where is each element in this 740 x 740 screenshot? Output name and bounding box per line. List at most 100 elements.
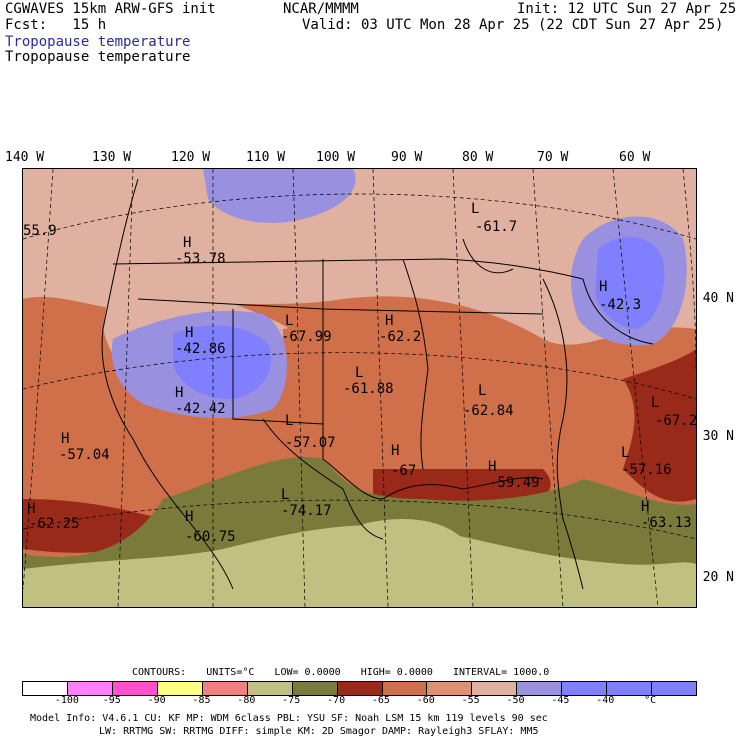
map-letter: H [183, 235, 191, 251]
color-scale-tick: -70 [327, 695, 346, 706]
map-value: -62.2 [379, 329, 421, 345]
map-value: 55.9 [23, 223, 57, 239]
color-scale-cell [23, 682, 68, 695]
graticule [23, 169, 696, 607]
color-scale-tick: -55 [461, 695, 480, 706]
lon-label: 130 W [92, 150, 132, 165]
field-region [595, 236, 665, 329]
map-value: -67.2 [655, 413, 696, 429]
map-value: -67.99 [281, 329, 332, 345]
color-scale-cell [292, 682, 338, 695]
lon-label: 100 W [316, 150, 356, 165]
lat-label: 20 N [702, 570, 734, 585]
color-scale-cell [157, 682, 203, 695]
pressure-labels: H -53.78 H -42.86 H -42.42 L -67.99 H -6… [23, 201, 696, 545]
color-scale-cell [472, 682, 518, 695]
map-letter: L [478, 383, 486, 399]
field-region [283, 325, 573, 469]
boundaries [101, 178, 654, 590]
map-value: -57.16 [621, 462, 672, 478]
color-scale-cell [427, 682, 473, 695]
color-scale-tick: -40 [596, 695, 615, 706]
color-scale-tick: -80 [237, 695, 256, 706]
color-scale-cell [247, 682, 293, 695]
map-value: -42.42 [175, 401, 226, 417]
lon-label: 90 W [391, 150, 423, 165]
units-label: UNITS=°C [206, 667, 255, 678]
model-info-line1: Model Info: V4.6.1 CU: KF MP: WDM 6class… [30, 713, 548, 724]
color-scale-cell [112, 682, 158, 695]
lon-label: 70 W [537, 150, 569, 165]
low-label: LOW= 0.0000 [274, 667, 341, 678]
lon-label: 80 W [462, 150, 494, 165]
map-letter: H [391, 443, 399, 459]
color-scale-cell [562, 682, 608, 695]
map-value: -62.25 [29, 516, 80, 532]
legend-header: CONTOURS: UNITS=°C LOW= 0.0000 HIGH= 0.0… [132, 667, 563, 678]
lat-label: 30 N [702, 429, 734, 444]
map-letter: L [285, 313, 293, 329]
field-region [23, 525, 696, 607]
map-letter: L [471, 201, 479, 217]
color-scale-tick: -65 [371, 695, 390, 706]
map-letter: H [185, 325, 193, 341]
init-time: Init: 12 UTC Sun 27 Apr 25 [517, 1, 737, 17]
interval-label: INTERVAL= 1000.0 [452, 667, 550, 678]
lon-label: 140 W [5, 150, 45, 165]
map-letter: H [641, 499, 649, 515]
field-region [173, 325, 272, 400]
color-scale-tick: -95 [102, 695, 121, 706]
color-scale-tick: -50 [506, 695, 525, 706]
map-value: -57.04 [59, 447, 110, 463]
color-scale-tick: -90 [147, 695, 166, 706]
high-label: HIGH= 0.0000 [360, 667, 433, 678]
model-title: CGWAVES 15km ARW-GFS init [5, 1, 216, 17]
map-value: -61.7 [475, 219, 517, 235]
color-scale-tick: -100 [54, 695, 79, 706]
map-letter: L [651, 395, 659, 411]
field-title: Tropopause temperature [5, 49, 191, 65]
field-region [363, 519, 463, 564]
map-value: -42.3 [599, 297, 641, 313]
color-scale-cell [607, 682, 653, 695]
color-scale-cell [67, 682, 113, 695]
valid-time: Valid: 03 UTC Mon 28 Apr 25 (22 CDT Sun … [302, 17, 724, 33]
map-value: -53.78 [175, 251, 226, 267]
field-title-blue: Tropopause temperature [5, 34, 191, 50]
map-letter: L [281, 487, 289, 503]
tropopause-map: H -53.78 H -42.86 H -42.42 L -67.99 H -6… [23, 169, 696, 607]
map-value: -62.84 [463, 403, 514, 419]
map-letter: H [385, 313, 393, 329]
lon-label: 60 W [619, 150, 651, 165]
color-scale-cell [337, 682, 383, 695]
map-panel: H -53.78 H -42.86 H -42.42 L -67.99 H -6… [22, 168, 697, 608]
map-value: -60.75 [185, 529, 236, 545]
color-scale-cell [382, 682, 428, 695]
map-value: -57.07 [285, 435, 336, 451]
model-info-line2: LW: RRTMG SW: RRTMG DIFF: simple KM: 2D … [99, 726, 539, 737]
color-scale-cell [202, 682, 248, 695]
map-letter: L [285, 413, 293, 429]
org-label: NCAR/MMMM [283, 1, 359, 17]
color-scale-bar [22, 681, 697, 696]
map-letter: L [355, 365, 363, 381]
color-scale-cell [517, 682, 563, 695]
map-value: -74.17 [281, 503, 332, 519]
color-scale-cell [652, 682, 697, 695]
color-scale-tick: -60 [416, 695, 435, 706]
color-scale-ticks: -100 -95 -90 -85 -80 -75 -70 -65 -60 -55 -50 -45 -40… [22, 695, 695, 707]
map-letter: H [185, 509, 193, 525]
color-scale-tick: -85 [192, 695, 211, 706]
contours-label: CONTOURS: [132, 667, 187, 678]
map-value: -42.86 [175, 341, 226, 357]
map-letter: L [621, 445, 629, 461]
map-value: -59.49 [489, 475, 540, 491]
lon-label: 120 W [171, 150, 211, 165]
lon-label: 110 W [246, 150, 286, 165]
map-letter: H [599, 279, 607, 295]
map-letter: H [61, 431, 69, 447]
field-region [623, 349, 696, 502]
map-letter: H [175, 385, 183, 401]
map-value: -61.88 [343, 381, 394, 397]
map-letter: H [27, 501, 35, 517]
